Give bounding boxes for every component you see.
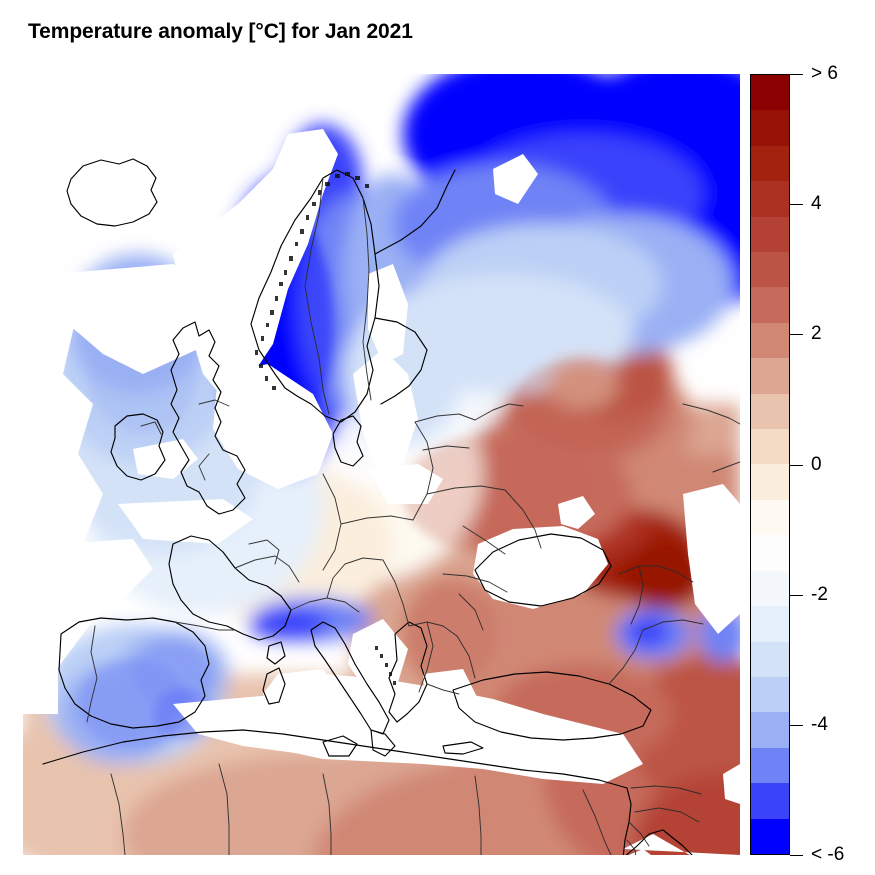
coastlines [42,158,693,855]
colorbar-band [751,641,789,677]
colorbar-tick [790,334,803,336]
colorbar: > 6 4 2 0 -2 -4 < -6 [750,63,844,865]
colorbar-band [751,216,789,253]
colorbar-band [751,818,789,854]
sea-mask [23,74,740,855]
colorbar-band [751,358,789,394]
page-title: Temperature anomaly [°C] for Jan 2021 [28,20,413,43]
colorbar-band [751,75,789,111]
colorbar-band [751,145,789,182]
colorbar-tick [790,724,803,726]
colorbar-band [751,606,789,642]
colorbar-band [751,747,789,784]
anomaly-map [23,74,740,855]
colorbar-band [751,712,789,748]
colorbar-tick-label: > 6 [811,63,838,84]
colorbar-band [751,110,789,146]
colorbar-band [751,429,789,465]
colorbar-band [751,535,789,571]
colorbar-tick-label: < -6 [811,844,845,865]
colorbar-tick [790,594,803,596]
colorbar-tick [790,855,803,856]
colorbar-tick-label: -4 [811,713,828,735]
colorbar-band [751,676,789,713]
colorbar-tick [790,464,803,466]
colorbar-tick [790,204,803,206]
colorbar-band [751,783,789,819]
colorbar-tick-label: 4 [811,193,822,215]
colorbar-band [751,322,789,359]
colorbar-band [751,181,789,217]
colorbar-band [751,570,789,607]
colorbar-band [751,287,789,323]
colorbar-tick-label: 0 [811,453,822,475]
colorbar-band [751,393,789,430]
map-panel [23,74,740,855]
country-borders [86,177,740,855]
colorbar-gradient [750,74,790,855]
colorbar-tick [790,74,803,75]
fjord-detail [255,172,396,685]
colorbar-band [751,499,789,536]
colorbar-band [751,252,789,288]
colorbar-tick-label: 2 [811,323,822,345]
colorbar-tick-label: -2 [811,583,828,605]
colorbar-band [751,464,789,500]
